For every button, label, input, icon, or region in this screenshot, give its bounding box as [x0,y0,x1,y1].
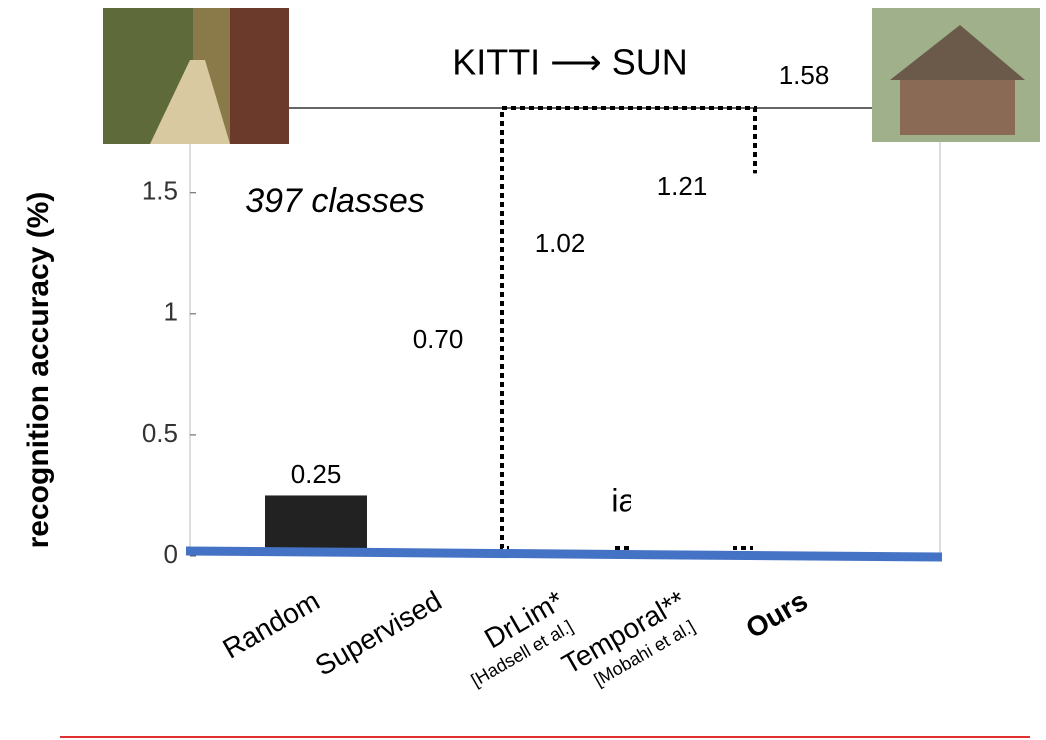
y-tick-label: 1.5 [142,176,178,206]
y-tick-label: 1 [164,297,178,327]
sun-photo-pavilion [900,80,1015,135]
annotation: 397 classes [245,182,425,220]
y-axis-label: recognition accuracy (%) [22,192,55,549]
x-axis [186,551,942,557]
chart: KITTI ⟶ SUN 397 classes invariance recog… [0,0,1046,740]
y-tick-label: 0 [164,539,178,569]
value-label: 1.21 [657,171,708,201]
bar [265,495,367,556]
value-label: 1.02 [535,228,586,258]
bar [753,173,855,556]
kitti-photo-building [230,8,289,144]
bar [631,263,733,556]
bar [387,386,489,556]
value-label: 0.70 [413,324,464,354]
chart-title: KITTI ⟶ SUN [452,42,688,83]
value-label: 0.25 [291,459,342,489]
bar [509,309,611,556]
y-tick-label: 0.5 [142,418,178,448]
value-label: 1.58 [779,60,830,90]
